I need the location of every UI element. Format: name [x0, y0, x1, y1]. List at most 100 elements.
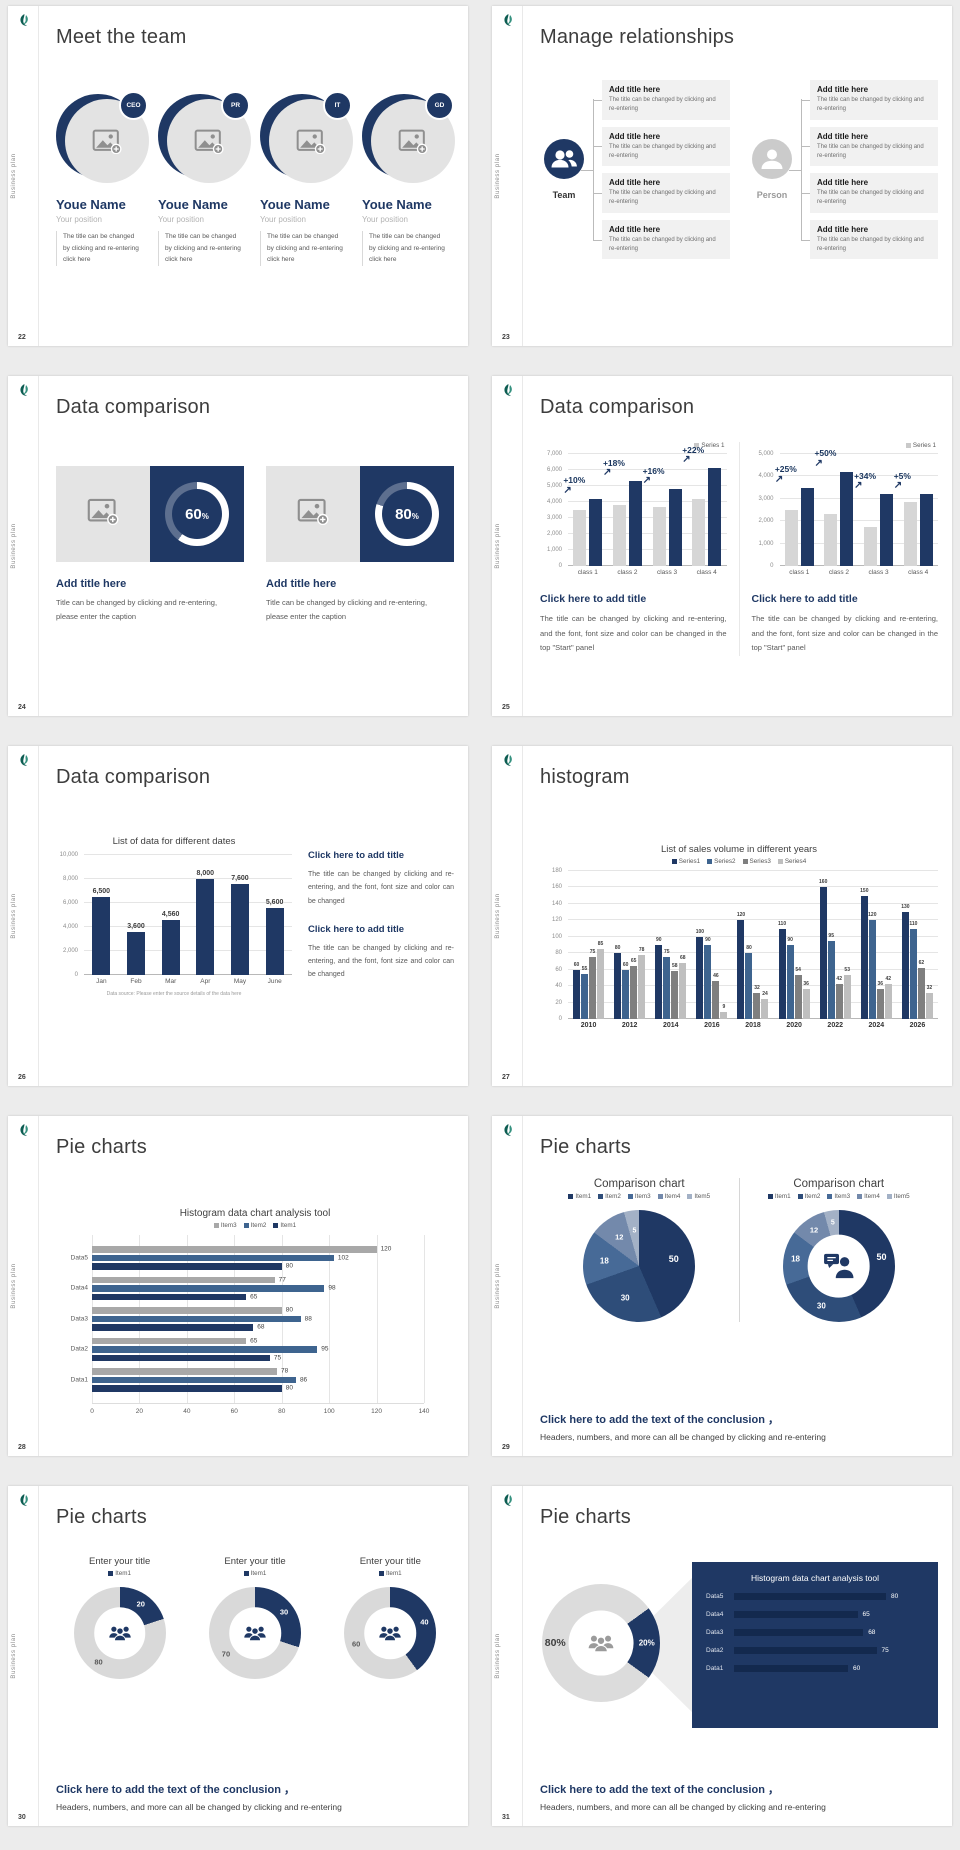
x-tick-label: June — [267, 978, 282, 985]
bar — [824, 514, 838, 566]
box-title: Add title here — [817, 178, 869, 188]
bar-wrap: 8,000 — [196, 855, 215, 975]
bar-value: 24 — [762, 991, 768, 998]
y-tick-label: 5,000 — [546, 483, 562, 489]
slide-31[interactable]: Business plan 31 Pie charts 20% 80% Histo… — [492, 1486, 952, 1826]
bar — [827, 940, 835, 1019]
x-tick-label: class 4 — [696, 569, 717, 576]
bar-wrap — [824, 454, 838, 566]
box-title: Add title here — [817, 224, 869, 234]
panel-bar — [734, 1665, 848, 1672]
avatar: PR — [158, 91, 251, 184]
box-body: The title can be changed by clicking and… — [609, 97, 716, 113]
bar — [628, 481, 642, 566]
bar — [802, 989, 810, 1019]
slide-24[interactable]: Business plan 24 Data comparison 60% Add… — [8, 376, 468, 716]
chart-title: Enter your title — [89, 1556, 151, 1567]
bar — [614, 953, 622, 1019]
panel-bar-value: 80 — [891, 1593, 899, 1600]
chart-title: Histogram data chart analysis tool — [179, 1208, 331, 1219]
legend-swatch — [243, 1223, 249, 1228]
legend-item: Item2 — [598, 1193, 621, 1200]
annotation: +22% ↗ — [682, 446, 704, 466]
panel-row: Data2 75 — [706, 1647, 924, 1654]
chart-legend: Item1 — [56, 1570, 183, 1577]
margin-divider — [38, 1486, 39, 1826]
donut: 20 80 — [73, 1587, 166, 1679]
bar-wrap — [840, 454, 854, 566]
bar — [778, 928, 786, 1019]
legend-item: Item4 — [657, 1193, 680, 1200]
margin-divider — [38, 746, 39, 1086]
team-member-card: GD Youe Name Your position The title can… — [362, 91, 455, 267]
bar-group: 130 110 62 32 — [901, 871, 933, 1019]
chart-title: Comparison chart — [593, 1178, 685, 1190]
pie-surface — [782, 1210, 895, 1322]
slide-26[interactable]: Business plan 26 Data comparison List of… — [8, 746, 468, 1086]
slide-27[interactable]: Business plan 27 histogram List of sales… — [492, 746, 952, 1086]
bar — [265, 907, 284, 975]
category-label: Data1 — [70, 1376, 88, 1384]
avatar: GD — [362, 91, 455, 184]
slide-23[interactable]: Business plan 23 Manage relationships Te… — [492, 6, 952, 346]
slice-label: 12 — [615, 1232, 624, 1242]
legend-label: Series 1 — [912, 442, 936, 449]
bar-wrap: 68 — [679, 871, 687, 1019]
arrow-icon: ↗ — [854, 480, 863, 492]
gridline — [568, 453, 727, 454]
page-number: 26 — [18, 1074, 26, 1081]
slide-22[interactable]: Business plan 22 Meet the team CEO Youe … — [8, 6, 468, 346]
box-body: The title can be changed by clicking and… — [609, 236, 716, 253]
category-label: Data3 — [70, 1315, 88, 1323]
legend-item: Item1 — [273, 1222, 296, 1229]
team-icon — [544, 139, 584, 183]
people-icon — [377, 1625, 403, 1642]
legend-swatch — [707, 859, 713, 864]
gridline — [779, 453, 938, 454]
bar-value: 65 — [630, 957, 637, 964]
slide-28[interactable]: Business plan 28 Pie charts Histogram da… — [8, 1116, 468, 1456]
x-tick-label: 120 — [371, 1407, 382, 1415]
slide-title: Pie charts — [540, 1506, 631, 1528]
plot-area: 180 160 140 120 100 80 60 40 20 0 60 55 75 85 80 60 65 78… — [552, 868, 938, 1022]
gridline — [84, 950, 292, 951]
bar — [835, 984, 843, 1019]
bar — [668, 489, 682, 566]
conclusion: Click here to add the text of the conclu… — [540, 1781, 938, 1812]
avatar: IT — [260, 91, 353, 184]
bar — [92, 1254, 334, 1261]
bar-group: Data3 80 88 68 — [71, 1307, 424, 1331]
bar — [696, 936, 704, 1019]
slice-label: 60 — [352, 1639, 361, 1649]
bar — [655, 945, 663, 1019]
bar-group: +18% ↗ — [603, 454, 642, 566]
bar — [800, 487, 814, 566]
y-tick-label: 160 — [551, 884, 562, 891]
bar-wrap: 42 — [884, 871, 892, 1019]
bar-group: Data4 77 98 65 — [71, 1276, 424, 1300]
slide-25[interactable]: Business plan 25 Data comparison Series … — [492, 376, 952, 716]
legend-item: Series2 — [707, 858, 736, 865]
slide-title: Pie charts — [56, 1136, 147, 1158]
annotation-label: +22% — [682, 444, 705, 455]
y-tick-label: 7,000 — [546, 451, 562, 457]
page-number: 31 — [502, 1814, 510, 1821]
slide-29[interactable]: Business plan 29 Pie charts Comparison c… — [492, 1116, 952, 1456]
bar — [92, 897, 111, 975]
annotation-label: +16% — [642, 465, 665, 476]
sidebar-vertical-label: Business plan — [11, 1633, 17, 1679]
bar-group: 7,600 — [230, 855, 249, 975]
y-tick-label: 40 — [555, 983, 562, 990]
sidebar-vertical-label: Business plan — [11, 1263, 17, 1309]
legend-item: Series 1 — [694, 442, 725, 449]
slide-30[interactable]: Business plan 30 Pie charts Enter your t… — [8, 1486, 468, 1826]
bar-value: 95 — [321, 1345, 329, 1353]
bar-wrap: 110 — [909, 871, 917, 1019]
block-heading: Click here to add title — [308, 923, 405, 935]
logo-icon — [17, 1493, 31, 1507]
slice-label: 50 — [876, 1252, 887, 1263]
legend-label: Series 1 — [701, 442, 725, 449]
bar-wrap: 75 — [92, 1354, 424, 1361]
bar-wrap — [784, 454, 798, 566]
member-position: Your position — [260, 215, 306, 224]
